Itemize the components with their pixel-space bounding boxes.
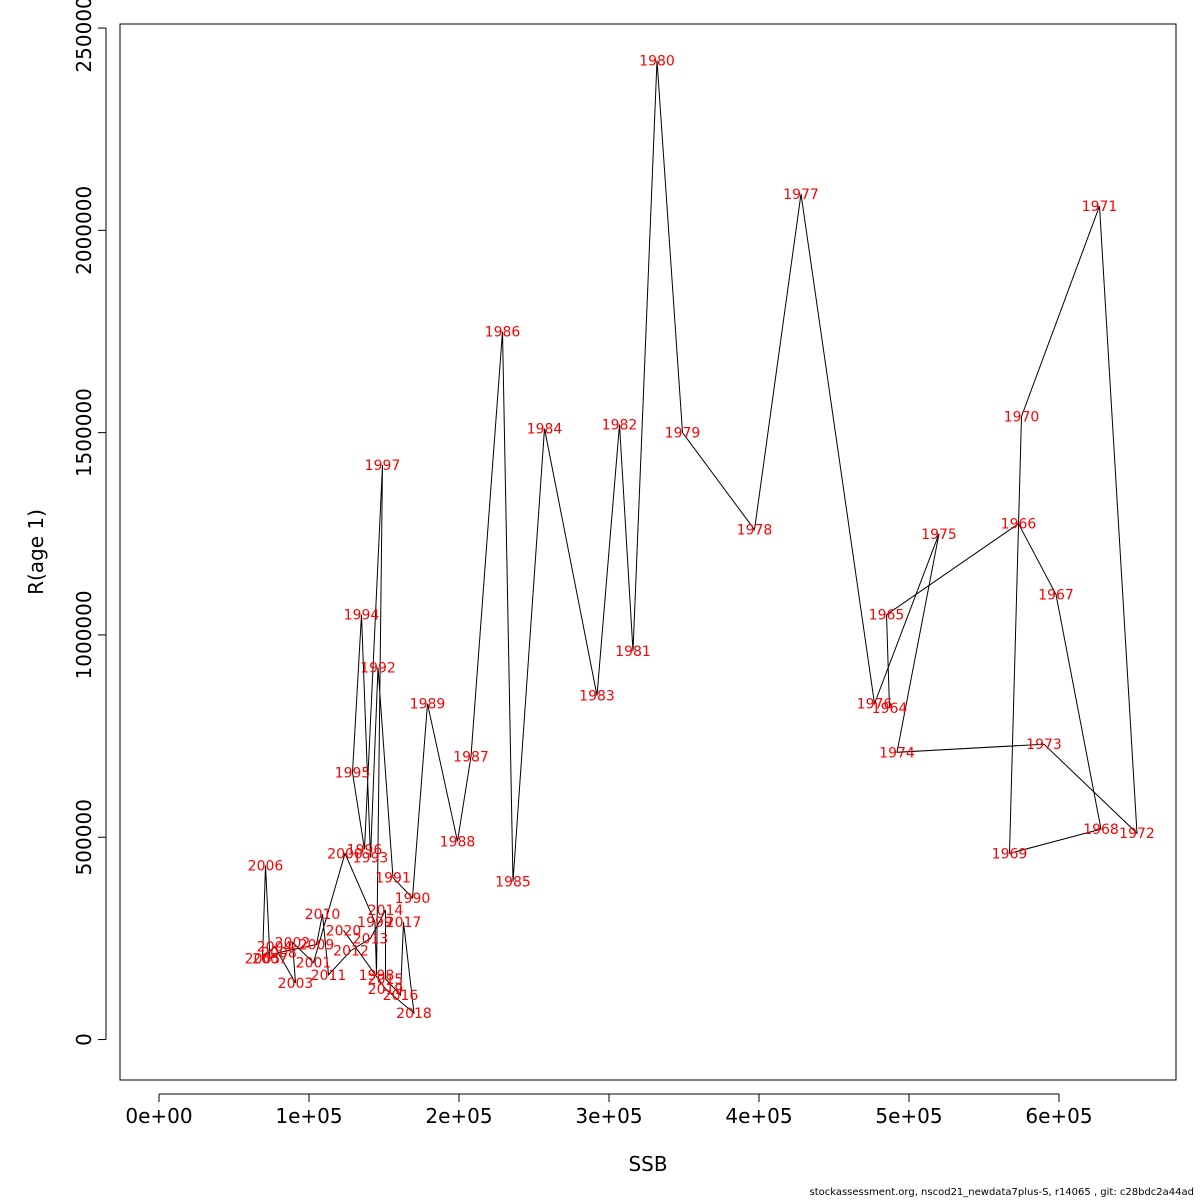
y-axis: 0 500000 1000000 1500000 2000000 2500000 — [72, 0, 107, 1046]
point-label-1994: 1994 — [344, 608, 380, 624]
y-tick-label: 2500000 — [72, 0, 96, 73]
point-label-2005: 2005 — [245, 952, 281, 968]
point-label-1975: 1975 — [921, 527, 957, 543]
point-label-1980: 1980 — [639, 53, 675, 69]
x-tick-label: 3e+05 — [575, 1104, 642, 1128]
point-label-1991: 1991 — [375, 871, 411, 887]
point-label-1983: 1983 — [579, 689, 615, 705]
point-label-1990: 1990 — [395, 891, 431, 907]
point-label-1988: 1988 — [440, 834, 476, 850]
y-tick-label: 1500000 — [72, 388, 96, 477]
point-label-1982: 1982 — [602, 418, 638, 434]
point-label-1969: 1969 — [992, 846, 1028, 862]
point-label-1995: 1995 — [335, 766, 371, 782]
x-axis: 0e+00 1e+05 2e+05 3e+05 4e+05 5e+05 6e+05 — [125, 1093, 1093, 1128]
point-label-2016: 2016 — [383, 988, 419, 1004]
point-label-2006: 2006 — [248, 859, 284, 875]
y-axis-title: R(age 1) — [24, 509, 48, 595]
point-label-2018: 2018 — [396, 1006, 432, 1022]
point-label-1981: 1981 — [615, 644, 651, 660]
point-label-1977: 1977 — [783, 187, 819, 203]
point-label-1989: 1989 — [410, 697, 446, 713]
x-tick-label: 6e+05 — [1025, 1104, 1092, 1128]
x-axis-title: SSB — [628, 1152, 667, 1176]
point-label-1992: 1992 — [360, 660, 396, 676]
point-label-1985: 1985 — [495, 875, 531, 891]
point-label-2017: 2017 — [386, 915, 422, 931]
point-label-2007: 2007 — [252, 952, 288, 968]
point-label-2020: 2020 — [326, 923, 362, 939]
point-label-2012: 2012 — [333, 944, 369, 960]
series-line — [261, 60, 1138, 1015]
point-label-1976: 1976 — [857, 697, 893, 713]
plot-frame — [119, 23, 1177, 1081]
point-label-1998: 1998 — [359, 968, 395, 984]
point-labels: 1964 1965 1966 1967 1968 1969 1970 1971 1972 1973… — [245, 53, 1155, 1022]
point-label-1997: 1997 — [365, 458, 401, 474]
point-label-2011: 2011 — [311, 968, 347, 984]
point-label-2001: 2001 — [296, 956, 332, 972]
point-label-1973: 1973 — [1026, 737, 1062, 753]
x-tick-label: 0e+00 — [125, 1104, 192, 1128]
y-tick-label: 1000000 — [72, 590, 96, 679]
x-tick-label: 5e+05 — [875, 1104, 942, 1128]
point-label-1967: 1967 — [1038, 587, 1074, 603]
point-label-1979: 1979 — [665, 426, 701, 442]
point-label-1974: 1974 — [879, 745, 915, 761]
point-label-1987: 1987 — [453, 749, 489, 765]
point-label-2010: 2010 — [305, 907, 341, 923]
point-label-1984: 1984 — [527, 422, 563, 438]
y-tick-label: 2000000 — [72, 186, 96, 275]
point-label-2004: 2004 — [257, 939, 293, 955]
x-tick-label: 4e+05 — [725, 1104, 792, 1128]
point-label-2008: 2008 — [261, 946, 297, 962]
footer-caption: stockassessment.org, nscod21_newdata7plu… — [809, 1187, 1194, 1198]
point-label-1996: 1996 — [347, 842, 383, 858]
point-label-1972: 1972 — [1119, 826, 1155, 842]
point-label-1965: 1965 — [869, 608, 905, 624]
point-label-1978: 1978 — [737, 523, 773, 539]
point-label-2019: 2019 — [368, 982, 404, 998]
point-label-1964: 1964 — [872, 701, 908, 717]
point-label-1968: 1968 — [1083, 822, 1119, 838]
y-tick-label: 0 — [72, 1033, 96, 1046]
x-tick-label: 1e+05 — [275, 1104, 342, 1128]
point-label-2002: 2002 — [275, 935, 311, 951]
point-label-2003: 2003 — [278, 976, 314, 992]
x-tick-label: 2e+05 — [425, 1104, 492, 1128]
point-label-2009: 2009 — [299, 937, 335, 953]
point-label-1970: 1970 — [1004, 409, 1040, 425]
point-label-1971: 1971 — [1082, 199, 1118, 215]
point-label-1993: 1993 — [353, 850, 389, 866]
point-label-2015: 2015 — [368, 972, 404, 988]
point-label-1986: 1986 — [485, 324, 521, 340]
y-tick-label: 500000 — [72, 799, 96, 875]
point-label-2013: 2013 — [353, 931, 389, 947]
point-label-1966: 1966 — [1001, 517, 1037, 533]
point-label-2000: 2000 — [327, 846, 363, 862]
point-label-1999: 1999 — [357, 915, 393, 931]
point-label-2014: 2014 — [368, 903, 404, 919]
